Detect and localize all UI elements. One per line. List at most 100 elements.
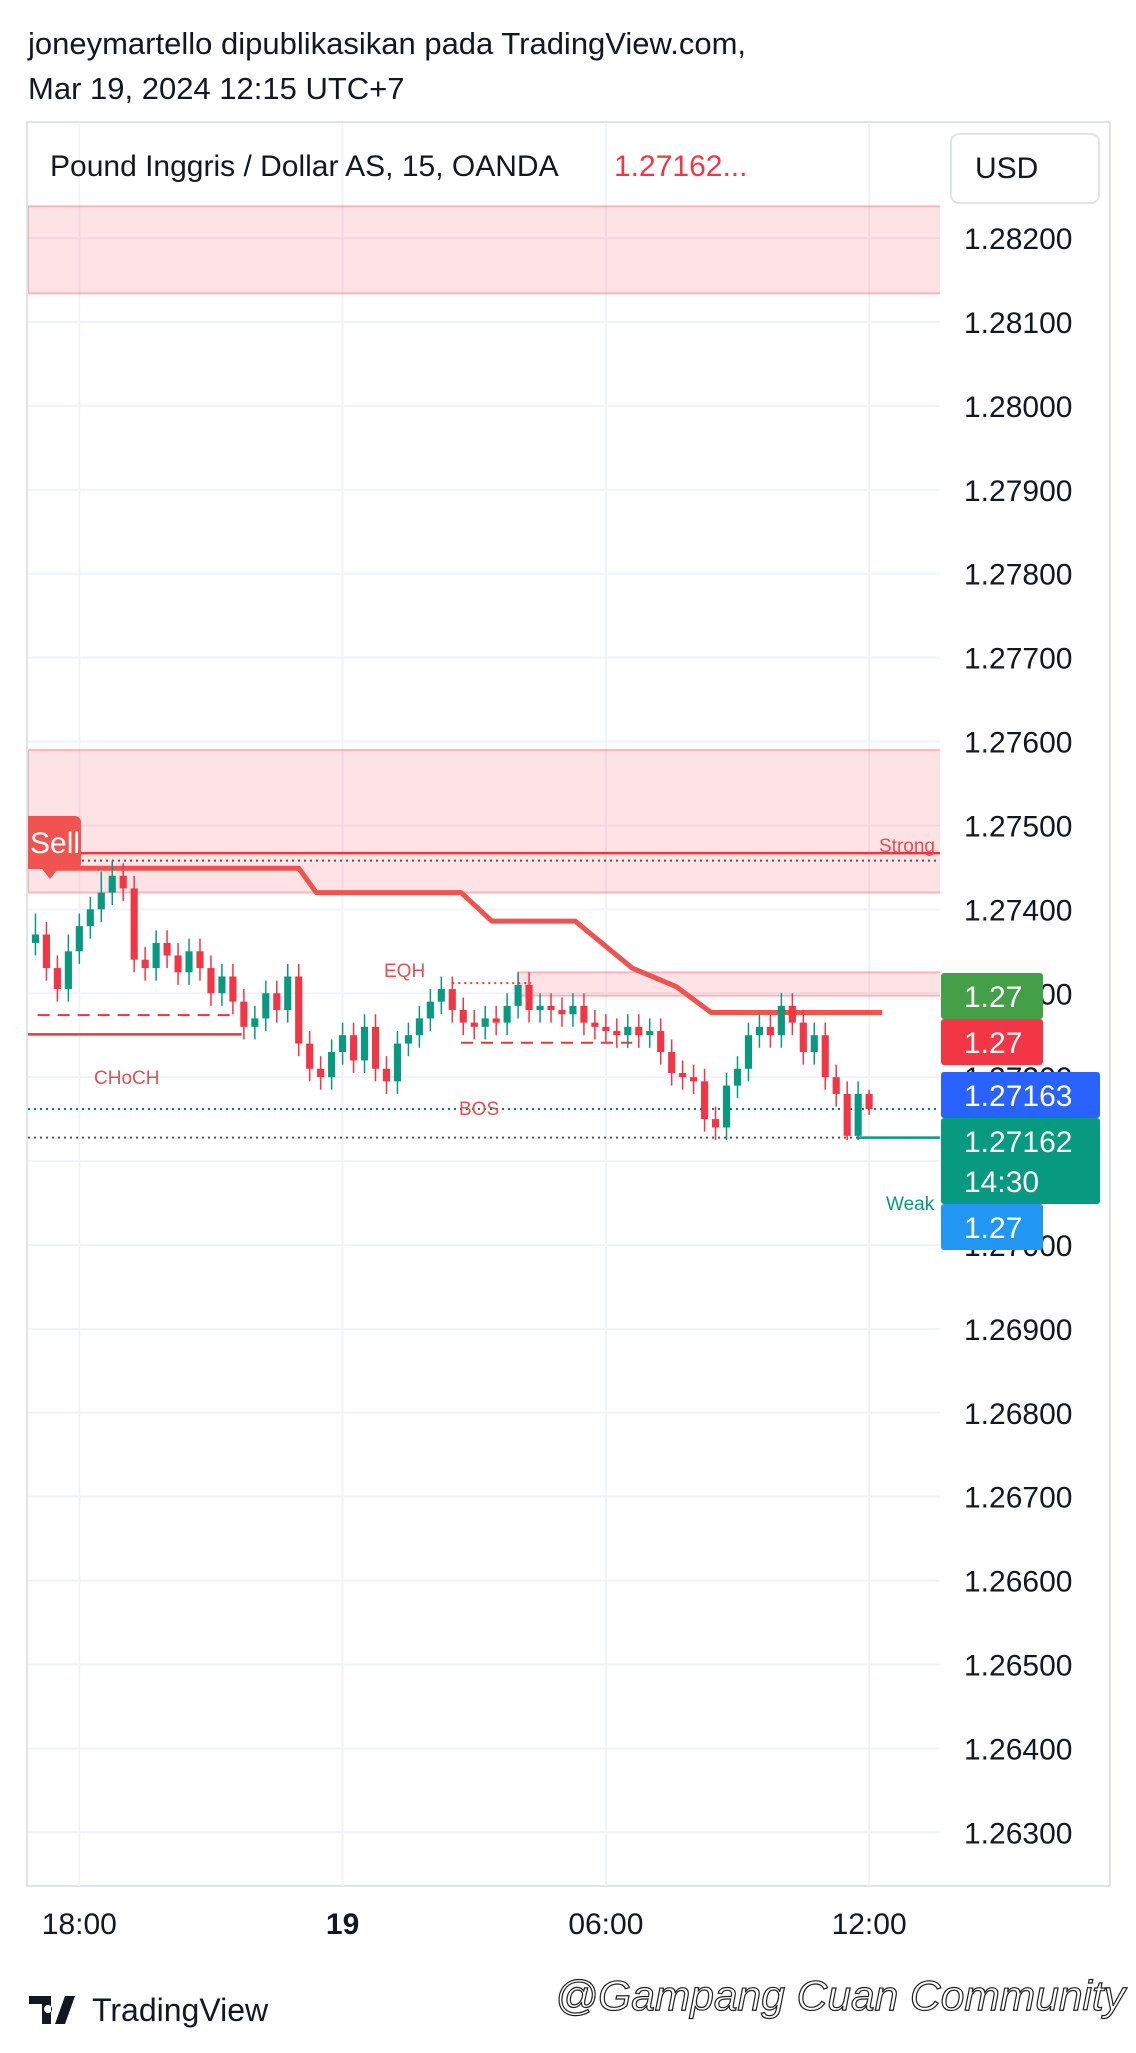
candle-body bbox=[339, 1035, 347, 1052]
candle-body bbox=[711, 1119, 720, 1128]
candle-body bbox=[31, 934, 40, 943]
candle-body bbox=[668, 1051, 676, 1073]
symbol-title: Pound Inggris / Dollar AS, 15, OANDA bbox=[50, 150, 559, 183]
plot-area: Sell Strong EQH CHoCH BOS Weak 1.28200 1.28100 1… bbox=[28, 124, 1100, 1886]
candle-body bbox=[415, 1018, 423, 1036]
candle-body bbox=[459, 1010, 467, 1023]
chart-border bbox=[26, 121, 1111, 1887]
x-tick-label: 18:00 bbox=[42, 1908, 117, 1941]
candle-body bbox=[141, 959, 149, 969]
currency-button[interactable] bbox=[950, 133, 1100, 204]
candle-body bbox=[196, 951, 204, 969]
candle-body bbox=[843, 1093, 851, 1136]
candle-body bbox=[525, 984, 533, 1011]
y-tick-label: 1.27500 bbox=[964, 810, 1072, 843]
candle-body bbox=[481, 1018, 489, 1027]
candle-body bbox=[64, 951, 72, 990]
y-tick-label: 1.26300 bbox=[964, 1817, 1072, 1850]
candle-body bbox=[536, 1005, 544, 1011]
candle-body bbox=[821, 1035, 829, 1078]
candle-body bbox=[437, 989, 445, 1002]
candle-body bbox=[404, 1035, 412, 1044]
candle-body bbox=[503, 1005, 511, 1023]
candle-body bbox=[229, 976, 237, 1002]
supply-zone bbox=[28, 748, 940, 894]
candle-body bbox=[75, 926, 83, 952]
candle-body bbox=[865, 1093, 873, 1110]
candle-body bbox=[393, 1043, 402, 1082]
price-badge bbox=[941, 1118, 1100, 1204]
candle-body bbox=[799, 1022, 807, 1052]
candle-body bbox=[744, 1035, 753, 1069]
candle-body bbox=[722, 1085, 731, 1128]
candle-body bbox=[646, 1031, 654, 1036]
candle-body bbox=[635, 1026, 643, 1036]
candle-body bbox=[448, 989, 456, 1011]
y-tick-label: 1.26700 bbox=[964, 1482, 1072, 1515]
candle-body bbox=[733, 1068, 742, 1086]
currency[interactable]: USD bbox=[975, 152, 1038, 185]
y-tick-label: 1.28000 bbox=[964, 391, 1072, 424]
watermark: @Gampang Cuan Community bbox=[555, 1972, 1128, 2019]
y-tick-label: 1.28200 bbox=[964, 223, 1072, 256]
price-badge bbox=[941, 973, 1043, 1019]
y-tick-label: 1.27900 bbox=[964, 475, 1072, 508]
candle-body bbox=[295, 976, 303, 1044]
candle-body bbox=[547, 1005, 555, 1011]
candle-body bbox=[470, 1022, 478, 1027]
sell-signal bbox=[28, 816, 81, 869]
y-tick-label: 1.27800 bbox=[964, 559, 1072, 592]
x-tick-label: 06:00 bbox=[568, 1908, 643, 1941]
candle-body bbox=[53, 968, 61, 990]
candle-body bbox=[284, 976, 292, 1011]
candle-body bbox=[42, 934, 50, 969]
candle-body bbox=[108, 875, 116, 893]
y-tick-label: 1.26500 bbox=[964, 1649, 1072, 1682]
candle-body bbox=[130, 888, 138, 960]
brand: TradingView bbox=[92, 1992, 269, 2028]
candle-body bbox=[832, 1077, 840, 1094]
price-badge-label: 1.27163 bbox=[964, 1080, 1072, 1113]
time-axis: 18:00 19 06:00 12:00 bbox=[42, 1908, 907, 1941]
candle-body bbox=[602, 1026, 610, 1032]
y-tick-label: 1.27700 bbox=[964, 643, 1072, 676]
last-price: 1.27162... bbox=[614, 150, 747, 183]
candle-body bbox=[273, 993, 281, 1011]
price-badge bbox=[941, 1204, 1043, 1250]
x-tick-label: 19 bbox=[326, 1908, 359, 1941]
candle-body bbox=[613, 1031, 621, 1036]
candle-body bbox=[426, 1001, 434, 1019]
price-badge bbox=[941, 1019, 1043, 1065]
candle-body bbox=[119, 875, 127, 889]
price-badge-label: 1.27 bbox=[964, 1027, 1022, 1060]
price-pane: Sell Strong EQH CHoCH BOS Weak bbox=[28, 124, 940, 1886]
annotation: Strong bbox=[879, 836, 935, 857]
price-badge bbox=[941, 1072, 1100, 1118]
candle-body bbox=[690, 1077, 698, 1082]
candle-body bbox=[657, 1031, 665, 1052]
price-badge-label: 1.27162 bbox=[964, 1126, 1072, 1159]
candle-body bbox=[492, 1018, 500, 1023]
price-badge-label: 1.27 bbox=[964, 981, 1022, 1014]
y-tick-label: 1.26800 bbox=[964, 1398, 1072, 1431]
y-tick-label: 1.26600 bbox=[964, 1566, 1072, 1599]
tradingview-logo bbox=[29, 1996, 75, 2024]
y-tick-label: 1.28100 bbox=[964, 307, 1072, 340]
candle-body bbox=[262, 993, 270, 1019]
supply-zone bbox=[28, 205, 940, 295]
candle-body bbox=[777, 1005, 785, 1036]
price-badge-label: 1.27 bbox=[964, 1212, 1022, 1245]
candle-body bbox=[788, 1005, 796, 1023]
candle-body bbox=[152, 942, 160, 969]
annotation: BOS bbox=[459, 1099, 499, 1120]
candle-body bbox=[558, 1010, 566, 1015]
y-tick-label: 1.27600 bbox=[964, 727, 1072, 760]
annotation: Weak bbox=[886, 1194, 935, 1215]
trailing-line bbox=[28, 842, 883, 1016]
header-line1: joneymartello dipublikasikan pada Tradin… bbox=[27, 26, 746, 61]
y-tick-label: 1.26900 bbox=[964, 1314, 1072, 1347]
candle-body bbox=[360, 1026, 369, 1061]
candle-body bbox=[86, 909, 94, 927]
candle-body bbox=[185, 951, 193, 973]
